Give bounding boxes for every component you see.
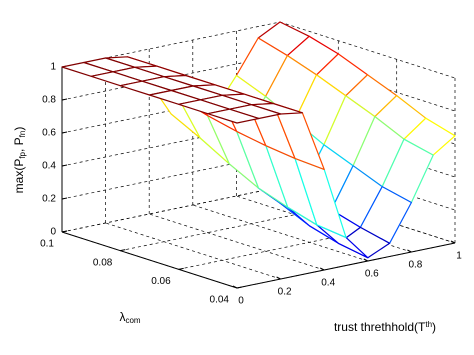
grid-line [61,186,281,233]
z-tick-label: 0.2 [42,194,56,205]
x-tick [232,285,238,289]
grid-line [61,120,281,167]
grid-line [192,204,368,262]
z-tick-label: 0.8 [42,95,56,106]
z-axis-label-part: , P [12,137,26,152]
x-axis-label-part: trust threthhold(T [334,320,426,334]
grid-line [61,54,281,101]
z-tick [61,164,68,167]
x-tick [407,249,412,253]
z-tick [61,197,68,200]
surface [61,21,456,259]
surface-cell [207,108,260,124]
axis-line [236,242,456,289]
x-tick-label: 0.4 [321,278,335,289]
x-tick [276,276,281,280]
y-tick [236,286,243,289]
grid-line [61,153,281,200]
z-tick-label: 0 [50,227,56,238]
labels: 00.20.40.60.810.040.060.080.100.20.40.60… [12,62,462,335]
z-tick [61,98,68,101]
axis-line [61,231,238,289]
grid-line [61,87,281,134]
x-tick-label: 1 [456,251,462,262]
grid-line [279,21,456,79]
z-tick-label: 0.4 [42,161,56,172]
y-tick-label: 0.08 [93,257,113,268]
grid-line [61,186,281,233]
axes [61,65,456,289]
x-tick [363,258,369,262]
z-axis-label-part: max(P [12,159,26,194]
z-tick-label: 1 [50,62,56,73]
y-tick-label: 0.1 [40,239,54,250]
x-axis-label: trust threthhold(Tth) [334,320,436,334]
x-tick [319,267,325,271]
y-tick-label: 0.04 [210,295,230,306]
y-axis-label-part: com [125,316,140,325]
x-tick-label: 0.8 [408,260,422,271]
y-tick [120,249,126,252]
z-tick [61,131,68,134]
grid-line [178,223,397,270]
x-tick-label: 0 [238,296,244,307]
x-tick-label: 0.6 [365,269,379,280]
x-axis-label-part: ) [432,320,436,334]
y-tick [61,230,68,233]
z-axis-label-part: fp [18,151,27,158]
z-axis-label-part: ) [12,127,26,131]
y-tick [178,267,184,270]
y-axis-label: λcom [119,310,140,324]
z-axis-label: max(Pfp, Pfn) [12,127,26,194]
x-tick-label: 0.2 [278,287,292,298]
y-tick-label: 0.06 [151,276,171,287]
x-tick [450,240,456,244]
grid-line [120,205,339,252]
z-axis-label-part: fn [18,131,27,138]
y-axis-label-part: λ [119,310,125,324]
grid-line [149,213,325,271]
z-tick-label: 0.6 [42,128,56,139]
x-axis-label-part: th [425,320,432,329]
grid-line [105,222,281,280]
